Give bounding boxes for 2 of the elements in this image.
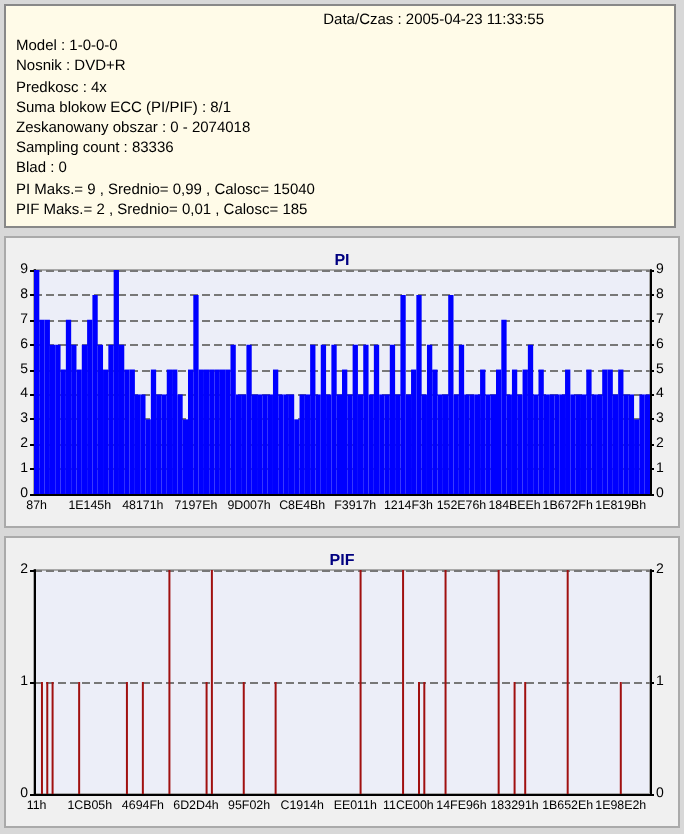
chart-title: PIF <box>329 551 355 569</box>
chart-title: PI <box>334 251 350 269</box>
